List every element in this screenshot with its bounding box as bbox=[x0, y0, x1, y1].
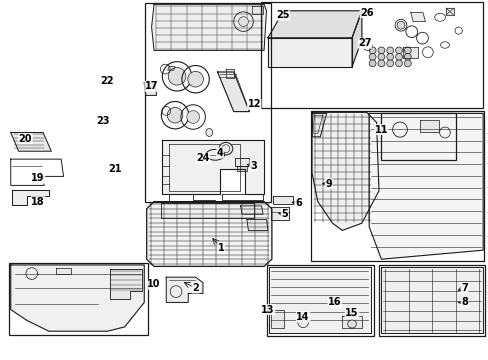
Bar bbox=[381, 113, 455, 160]
Text: 6: 6 bbox=[294, 198, 301, 208]
Bar bbox=[144, 3, 270, 202]
Bar bbox=[379, 265, 484, 336]
Ellipse shape bbox=[219, 142, 232, 155]
Circle shape bbox=[377, 60, 384, 67]
Text: 9: 9 bbox=[325, 179, 331, 189]
Text: 23: 23 bbox=[96, 116, 109, 126]
Text: 19: 19 bbox=[31, 173, 45, 183]
Text: 4: 4 bbox=[216, 148, 223, 158]
Circle shape bbox=[377, 53, 384, 60]
Text: 27: 27 bbox=[357, 38, 371, 48]
Polygon shape bbox=[162, 140, 264, 194]
Text: 1: 1 bbox=[217, 243, 224, 253]
Polygon shape bbox=[11, 265, 144, 331]
Text: 7: 7 bbox=[460, 283, 467, 293]
Text: 10: 10 bbox=[147, 279, 161, 289]
Circle shape bbox=[404, 53, 410, 60]
Circle shape bbox=[368, 53, 375, 60]
Text: 5: 5 bbox=[281, 209, 287, 219]
Circle shape bbox=[404, 47, 410, 54]
Polygon shape bbox=[217, 72, 249, 112]
Circle shape bbox=[167, 107, 183, 123]
Circle shape bbox=[386, 47, 393, 54]
Polygon shape bbox=[368, 113, 482, 259]
Circle shape bbox=[386, 53, 393, 60]
Polygon shape bbox=[351, 11, 361, 67]
Polygon shape bbox=[381, 267, 482, 333]
Polygon shape bbox=[251, 6, 263, 14]
Text: 22: 22 bbox=[100, 76, 113, 86]
Polygon shape bbox=[237, 166, 246, 171]
Circle shape bbox=[238, 17, 248, 27]
Text: 15: 15 bbox=[345, 308, 358, 318]
Circle shape bbox=[186, 111, 199, 123]
Polygon shape bbox=[267, 11, 361, 38]
Polygon shape bbox=[445, 8, 453, 15]
Polygon shape bbox=[225, 69, 233, 78]
Bar bbox=[266, 265, 373, 336]
Circle shape bbox=[396, 21, 404, 29]
Circle shape bbox=[377, 47, 384, 54]
Polygon shape bbox=[167, 67, 175, 70]
Polygon shape bbox=[271, 310, 283, 328]
Polygon shape bbox=[342, 316, 361, 328]
Polygon shape bbox=[161, 203, 254, 218]
Bar bbox=[310, 111, 483, 261]
Text: 25: 25 bbox=[275, 10, 289, 20]
Bar bbox=[261, 2, 482, 108]
Polygon shape bbox=[272, 196, 293, 204]
Polygon shape bbox=[246, 220, 267, 230]
Polygon shape bbox=[56, 268, 71, 274]
Text: 14: 14 bbox=[296, 312, 309, 322]
Bar bbox=[9, 263, 147, 335]
Text: 3: 3 bbox=[249, 161, 256, 171]
Text: 2: 2 bbox=[192, 283, 199, 293]
Ellipse shape bbox=[347, 320, 356, 328]
Ellipse shape bbox=[205, 129, 212, 136]
Polygon shape bbox=[11, 132, 51, 151]
Polygon shape bbox=[151, 4, 266, 50]
Circle shape bbox=[395, 60, 402, 67]
Polygon shape bbox=[419, 120, 438, 132]
Polygon shape bbox=[311, 112, 378, 230]
Text: 20: 20 bbox=[19, 134, 32, 144]
Circle shape bbox=[404, 60, 410, 67]
Text: 18: 18 bbox=[31, 197, 45, 207]
Text: 12: 12 bbox=[247, 99, 261, 109]
Polygon shape bbox=[144, 83, 156, 95]
Text: 21: 21 bbox=[108, 164, 122, 174]
Polygon shape bbox=[110, 269, 142, 299]
Polygon shape bbox=[166, 277, 203, 302]
Circle shape bbox=[386, 60, 393, 67]
Circle shape bbox=[168, 68, 185, 85]
Text: 11: 11 bbox=[374, 125, 387, 135]
Polygon shape bbox=[146, 202, 271, 266]
Polygon shape bbox=[234, 158, 249, 166]
Polygon shape bbox=[271, 207, 288, 220]
Polygon shape bbox=[240, 206, 263, 214]
Text: 13: 13 bbox=[261, 305, 274, 315]
Polygon shape bbox=[12, 190, 49, 205]
Circle shape bbox=[187, 71, 203, 87]
Text: 24: 24 bbox=[196, 153, 209, 163]
Polygon shape bbox=[410, 13, 425, 22]
Circle shape bbox=[368, 47, 375, 54]
Text: 26: 26 bbox=[359, 8, 373, 18]
Polygon shape bbox=[267, 38, 351, 67]
Polygon shape bbox=[311, 113, 326, 137]
Text: 8: 8 bbox=[460, 297, 467, 307]
Text: 17: 17 bbox=[144, 81, 158, 91]
Circle shape bbox=[395, 47, 402, 54]
Circle shape bbox=[368, 60, 375, 67]
Text: 16: 16 bbox=[327, 297, 341, 307]
Polygon shape bbox=[403, 47, 417, 58]
Circle shape bbox=[395, 53, 402, 60]
Polygon shape bbox=[268, 267, 370, 333]
